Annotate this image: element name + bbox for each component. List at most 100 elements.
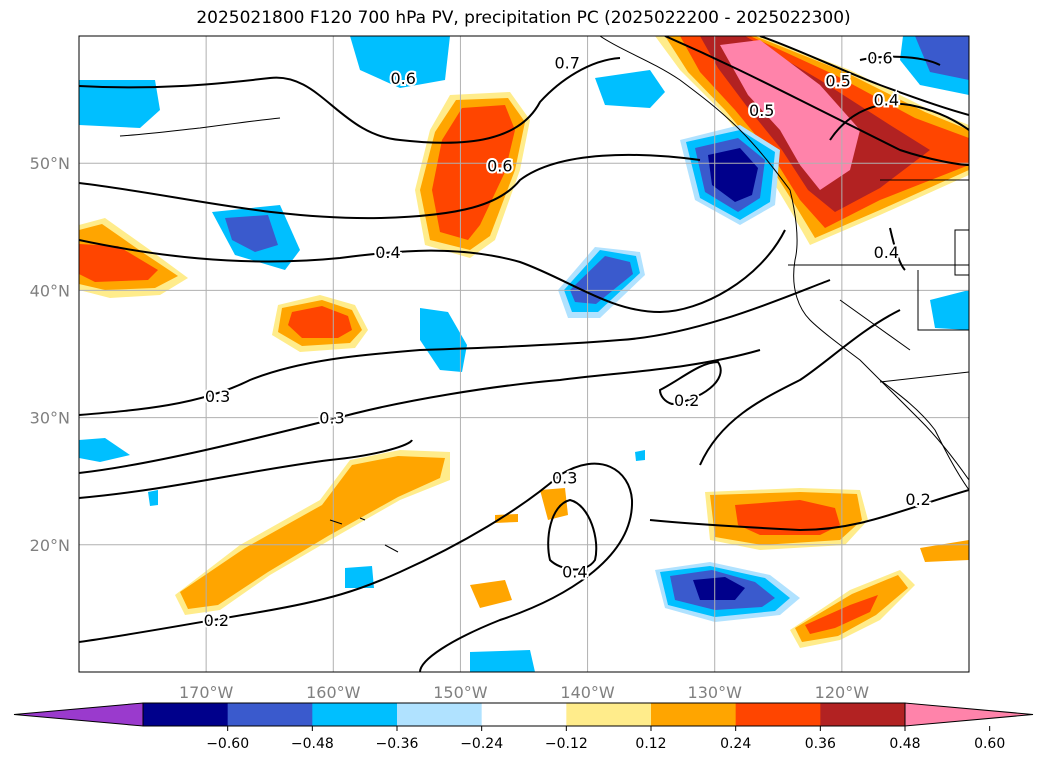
pv-contour-0-3-south xyxy=(79,349,761,474)
contour-label: 0.6 xyxy=(867,49,892,68)
longitude-label: 130°W xyxy=(688,683,743,702)
pv-contour-0-4-inland xyxy=(889,227,906,271)
coastlines xyxy=(119,36,969,553)
north-america-coastline xyxy=(599,36,969,481)
colorbar-segment xyxy=(651,703,737,726)
pv-contour-0-5-east xyxy=(859,55,941,66)
contour-label: 0.2 xyxy=(674,391,699,410)
contour-label: 0.3 xyxy=(552,468,577,487)
colorbar-tick-label: −0.24 xyxy=(460,736,503,752)
negative-anomaly-small-south xyxy=(470,650,535,672)
colorbar-tick-label: −0.48 xyxy=(291,736,334,752)
colorbar-tick-label: 0.48 xyxy=(889,736,920,752)
contour-label: 0.6 xyxy=(390,69,415,88)
state-border-box xyxy=(954,229,969,276)
pv-contour-0-3-loop xyxy=(79,462,634,672)
colorbar-frame xyxy=(142,702,906,727)
negative-anomaly-tiny xyxy=(148,490,158,506)
baja-coastline xyxy=(879,379,969,491)
colorbar-segment xyxy=(312,703,398,726)
aleutian-coastline xyxy=(119,117,281,137)
negative-anomaly-northwest xyxy=(79,80,160,128)
hawaii-islands xyxy=(329,517,399,553)
negative-anomaly-alaska-gulf xyxy=(595,70,665,108)
longitude-label: 160°W xyxy=(306,683,361,702)
colorbar-segment xyxy=(143,703,229,726)
pv-contour-0-2-small xyxy=(658,360,722,406)
contour-label: 0.6 xyxy=(487,157,512,176)
state-border-ca xyxy=(839,299,911,351)
positive-anomaly-southeast xyxy=(790,540,969,648)
pv-contour-0-3 xyxy=(79,279,831,416)
pv-contour-0-2-east xyxy=(649,489,969,532)
state-border xyxy=(917,270,969,331)
latitude-label: 40°N xyxy=(30,281,70,300)
pv-contour-0-2-arc xyxy=(699,309,901,466)
negative-anomaly-north xyxy=(350,36,450,88)
colorbar-tick-label: −0.60 xyxy=(206,736,249,752)
pv-contour-0-4-loop xyxy=(547,498,598,571)
positive-anomaly-125w xyxy=(705,488,868,550)
us-mexico-border xyxy=(879,371,969,383)
negative-anomaly-130w xyxy=(655,562,800,622)
colorbar-tick-label: 0.60 xyxy=(974,736,1005,752)
positive-anomaly-small-147w xyxy=(495,514,518,523)
latitude-label: 30°N xyxy=(30,409,70,428)
colorbar-tick-label: 0.36 xyxy=(805,736,836,752)
contour-label: 0.4 xyxy=(874,243,899,262)
positive-anomaly-160w xyxy=(272,295,368,352)
colorbar-extend-max xyxy=(904,702,1034,727)
latitude-label: 20°N xyxy=(30,536,70,555)
contour-label: 0.7 xyxy=(555,54,580,73)
positive-anomaly-pacific-nw xyxy=(655,36,969,245)
contour-label: 0.3 xyxy=(319,409,344,428)
contour-label: 0.5 xyxy=(749,101,774,120)
contour-label: 0.4 xyxy=(562,563,587,582)
longitude-labels: 170°W 160°W 150°W 140°W 130°W 120°W xyxy=(179,683,869,702)
contour-label: 0.2 xyxy=(204,611,229,630)
longitude-label: 150°W xyxy=(433,683,488,702)
pv-contour-0-4 xyxy=(79,229,786,314)
colorbar-segment xyxy=(481,703,567,726)
pv-contour-0-6-east xyxy=(759,36,969,116)
longitude-label: 120°W xyxy=(815,683,870,702)
negative-anomaly-oregon xyxy=(680,125,780,225)
figure-title: 2025021800 F120 700 hPa PV, precipitatio… xyxy=(196,8,851,28)
colorbar-tick-label: −0.12 xyxy=(545,736,588,752)
contour-label: 0.4 xyxy=(375,243,400,262)
latitude-label: 50°N xyxy=(30,154,70,173)
colorbar-extend-min xyxy=(13,702,144,727)
contour-labels: 0.6 0.7 0.6 0.4 0.5 0.5 0.6 0.4 0.4 0.3 0.3 0.2 0.3 0… xyxy=(202,47,933,632)
positive-anomaly-west-edge xyxy=(79,218,188,298)
colorbar-segment xyxy=(566,703,652,726)
pv-contour-0-4-east xyxy=(829,102,969,141)
longitude-label: 170°W xyxy=(179,683,234,702)
colorbar-segment xyxy=(735,703,821,726)
negative-anomaly-dot xyxy=(635,450,645,461)
negative-anomaly-165w xyxy=(212,205,300,270)
contour-label: 0.3 xyxy=(205,387,230,406)
latitude-labels: 50°N 40°N 30°N 20°N xyxy=(30,154,70,555)
pv-contours xyxy=(79,36,969,672)
colorbar-segment xyxy=(227,703,313,726)
positive-anomaly-small-143w xyxy=(540,488,568,520)
pv-contour-0-6 xyxy=(79,153,701,220)
pv-contour-0-5 xyxy=(664,36,969,166)
pv-contour-0-6-north xyxy=(79,57,621,144)
contour-label: 0.2 xyxy=(905,490,930,509)
negative-anomaly-small-160w xyxy=(345,566,374,588)
longitude-label: 140°W xyxy=(560,683,615,702)
map-frame xyxy=(78,35,970,673)
precipitation-pc-shading xyxy=(79,36,969,672)
colorbar-segment xyxy=(397,703,483,726)
negative-anomaly-152w xyxy=(420,308,467,372)
colorbar-tick-label: −0.36 xyxy=(376,736,419,752)
map-panel: 0.6 0.7 0.6 0.4 0.5 0.5 0.6 0.4 0.4 0.3 0.3 0.2 0.3 0… xyxy=(78,35,970,673)
colorbar-tick-label: 0.12 xyxy=(635,736,666,752)
positive-anomaly-small-148w xyxy=(470,580,512,608)
negative-anomaly-california-coast xyxy=(930,290,969,330)
colorbar-segment xyxy=(820,703,906,726)
negative-anomaly-140w xyxy=(558,247,645,318)
pv-contour-0-2-west xyxy=(79,439,413,499)
